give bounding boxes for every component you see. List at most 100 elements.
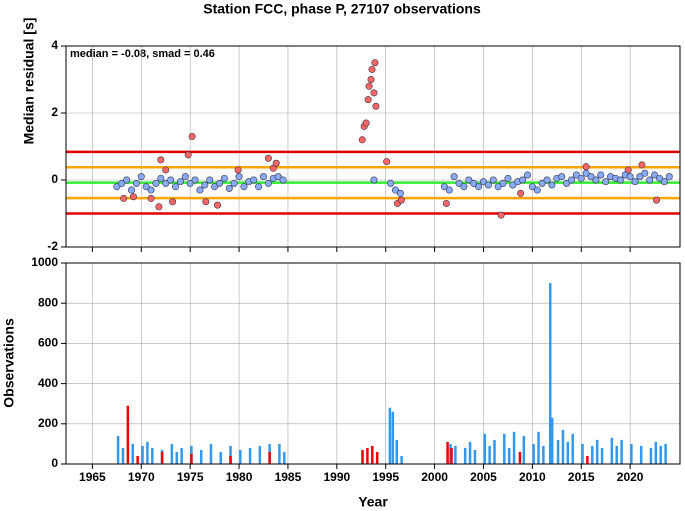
bar [556, 439, 560, 464]
bar [126, 405, 130, 464]
data-point [201, 181, 209, 189]
data-point [367, 76, 375, 84]
data-point [167, 176, 175, 184]
bar [229, 445, 232, 464]
data-point [387, 179, 395, 187]
bar [116, 435, 120, 464]
bar [581, 443, 584, 464]
data-point [445, 186, 453, 194]
bar [219, 451, 222, 464]
x-tick-label: 2015 [568, 470, 595, 484]
bar [548, 283, 552, 464]
bar [639, 445, 643, 464]
bar [591, 445, 594, 464]
data-point [142, 183, 150, 191]
bar [141, 445, 144, 464]
data-point [364, 96, 372, 104]
data-point [572, 171, 580, 179]
data-point [202, 198, 210, 206]
data-point [504, 174, 512, 182]
bar [473, 449, 477, 464]
plot-frame [65, 45, 681, 248]
data-point [234, 166, 242, 174]
data-point [371, 59, 379, 67]
bar [121, 447, 125, 464]
bar [361, 449, 364, 464]
bar [446, 441, 449, 464]
data-point [216, 179, 224, 187]
bar [391, 411, 395, 464]
data-point [113, 183, 121, 191]
data-point [264, 179, 272, 187]
x-tick-label: 1975 [177, 470, 204, 484]
data-point [497, 211, 505, 219]
data-point [641, 169, 649, 177]
bar [151, 447, 154, 464]
data-point [118, 179, 126, 187]
x-tick-label: 1990 [323, 470, 350, 484]
data-point [543, 176, 551, 184]
bar [454, 445, 457, 464]
data-point [172, 183, 180, 191]
data-point [259, 173, 267, 181]
bar [371, 445, 374, 464]
bar [595, 439, 599, 464]
bar [146, 441, 149, 464]
data-point [370, 176, 378, 184]
y-tick-label: 2 [51, 105, 58, 119]
x-tick-label: 1965 [79, 470, 106, 484]
data-point [582, 163, 590, 171]
y-tick-label: 1000 [31, 255, 58, 269]
data-point [638, 161, 646, 169]
y-tick-label: 400 [38, 376, 58, 390]
x-tick-label: 2020 [617, 470, 644, 484]
data-point [155, 203, 163, 211]
data-point [128, 186, 136, 194]
bar [620, 439, 623, 464]
chart-title: Station FCC, phase P, 27107 observations [203, 1, 481, 17]
bar [375, 451, 379, 464]
data-point [548, 181, 556, 189]
data-point [372, 102, 380, 110]
data-point [442, 199, 450, 207]
x-tick-label: 1985 [275, 470, 302, 484]
data-point [567, 176, 575, 184]
annotation: median = -0.08, smad = 0.46 [70, 48, 215, 60]
plot-frame [65, 262, 681, 465]
bar [566, 441, 570, 464]
bar [488, 445, 491, 464]
y-tick-label: 0 [51, 172, 58, 186]
bar [190, 453, 193, 464]
data-point [517, 189, 525, 197]
data-point [370, 89, 378, 97]
data-point [120, 194, 128, 202]
bar [468, 441, 472, 464]
bar [278, 443, 281, 464]
y-tick-label: 4 [51, 38, 58, 52]
data-point [523, 171, 531, 179]
data-point [475, 183, 483, 191]
data-point [157, 156, 165, 164]
bar [654, 441, 658, 464]
bar [258, 445, 262, 464]
bar [388, 407, 392, 464]
bar [615, 445, 618, 464]
data-point [655, 174, 663, 182]
data-point [358, 136, 366, 144]
data-point [499, 179, 507, 187]
data-point [582, 169, 590, 177]
bar [170, 443, 174, 464]
data-point [470, 179, 478, 187]
data-point [651, 171, 659, 179]
bar [366, 447, 369, 464]
data-point [220, 174, 228, 182]
data-point [250, 176, 258, 184]
data-point [176, 178, 184, 186]
data-point [206, 176, 214, 184]
bar [239, 449, 242, 464]
x-axis-label: Year [358, 494, 388, 510]
y-tick-label: 0 [51, 456, 58, 470]
data-point [626, 173, 634, 181]
data-point [147, 186, 155, 194]
bar [493, 439, 496, 464]
